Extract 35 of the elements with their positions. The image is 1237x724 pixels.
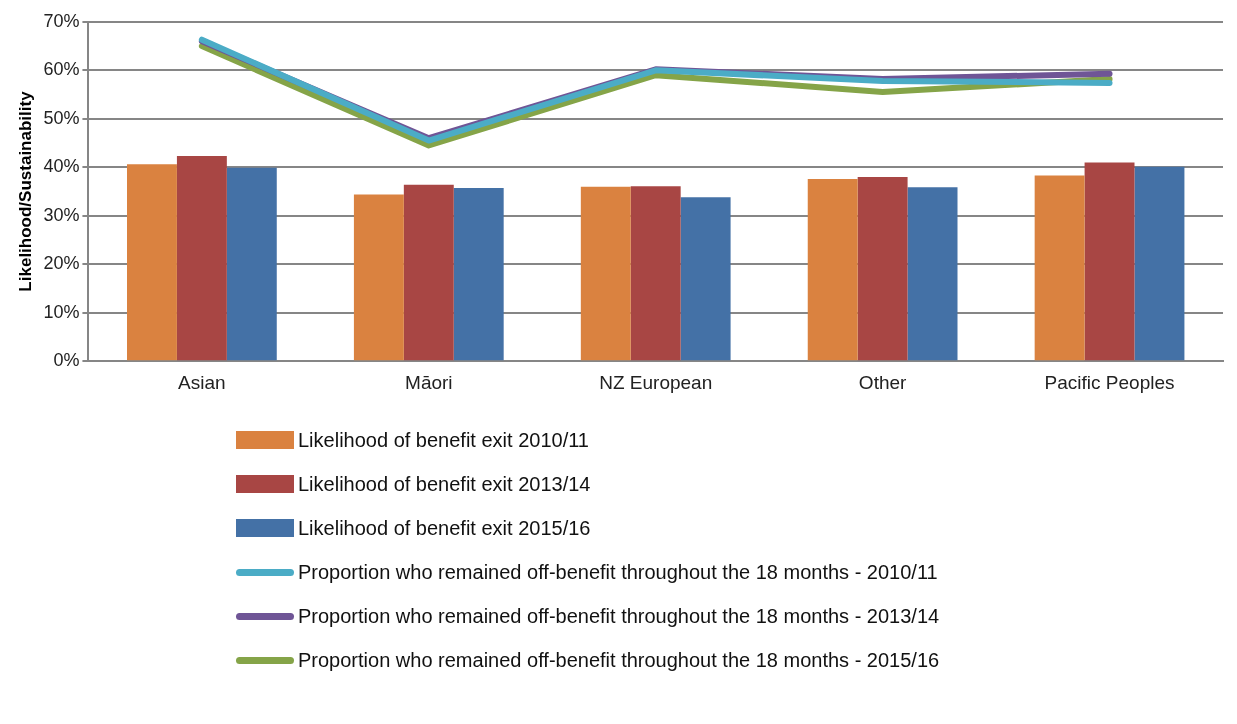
- legend-label: Likelihood of benefit exit 2015/16: [298, 516, 591, 540]
- x-tick-label: NZ European: [599, 371, 713, 393]
- bar: [807, 178, 858, 361]
- y-tick-label: 30%: [43, 204, 80, 225]
- bar: [630, 186, 681, 361]
- y-tick-label: 40%: [43, 156, 80, 177]
- legend-label: Proportion who remained off-benefit throughout the 18 months - 2013/14: [298, 604, 940, 628]
- x-tick-label: Māori: [405, 371, 453, 393]
- legend-label: Proportion who remained off-benefit throughout the 18 months - 2015/16: [298, 648, 940, 672]
- bar: [680, 197, 731, 361]
- y-tick-label: 0%: [53, 350, 80, 371]
- bar: [403, 184, 454, 361]
- x-tick-label: Pacific Peoples: [1044, 371, 1175, 393]
- bar: [857, 176, 908, 361]
- bar: [1134, 166, 1185, 361]
- y-tick-label: 10%: [43, 301, 80, 322]
- legend-label: Likelihood of benefit exit 2013/14: [298, 472, 591, 496]
- bar: [127, 164, 177, 361]
- y-tick-label: 70%: [43, 10, 80, 31]
- x-tick-label: Asian: [178, 371, 226, 393]
- bar: [176, 156, 227, 361]
- bar: [1034, 175, 1085, 361]
- bar: [907, 187, 958, 361]
- bar: [580, 186, 631, 361]
- bar: [226, 167, 277, 361]
- legend-label: Likelihood of benefit exit 2010/11: [298, 428, 589, 452]
- y-tick-label: 50%: [43, 107, 80, 128]
- y-tick-label: 20%: [43, 253, 80, 274]
- bar: [453, 188, 504, 361]
- y-tick-label: 60%: [43, 59, 80, 80]
- legend-label: Proportion who remained off-benefit throughout the 18 months - 2010/11: [298, 560, 938, 584]
- y-axis-title: Likelihood/Sustainability: [15, 90, 35, 292]
- bar: [353, 194, 404, 361]
- x-tick-label: Other: [858, 371, 908, 393]
- bar: [1084, 162, 1135, 361]
